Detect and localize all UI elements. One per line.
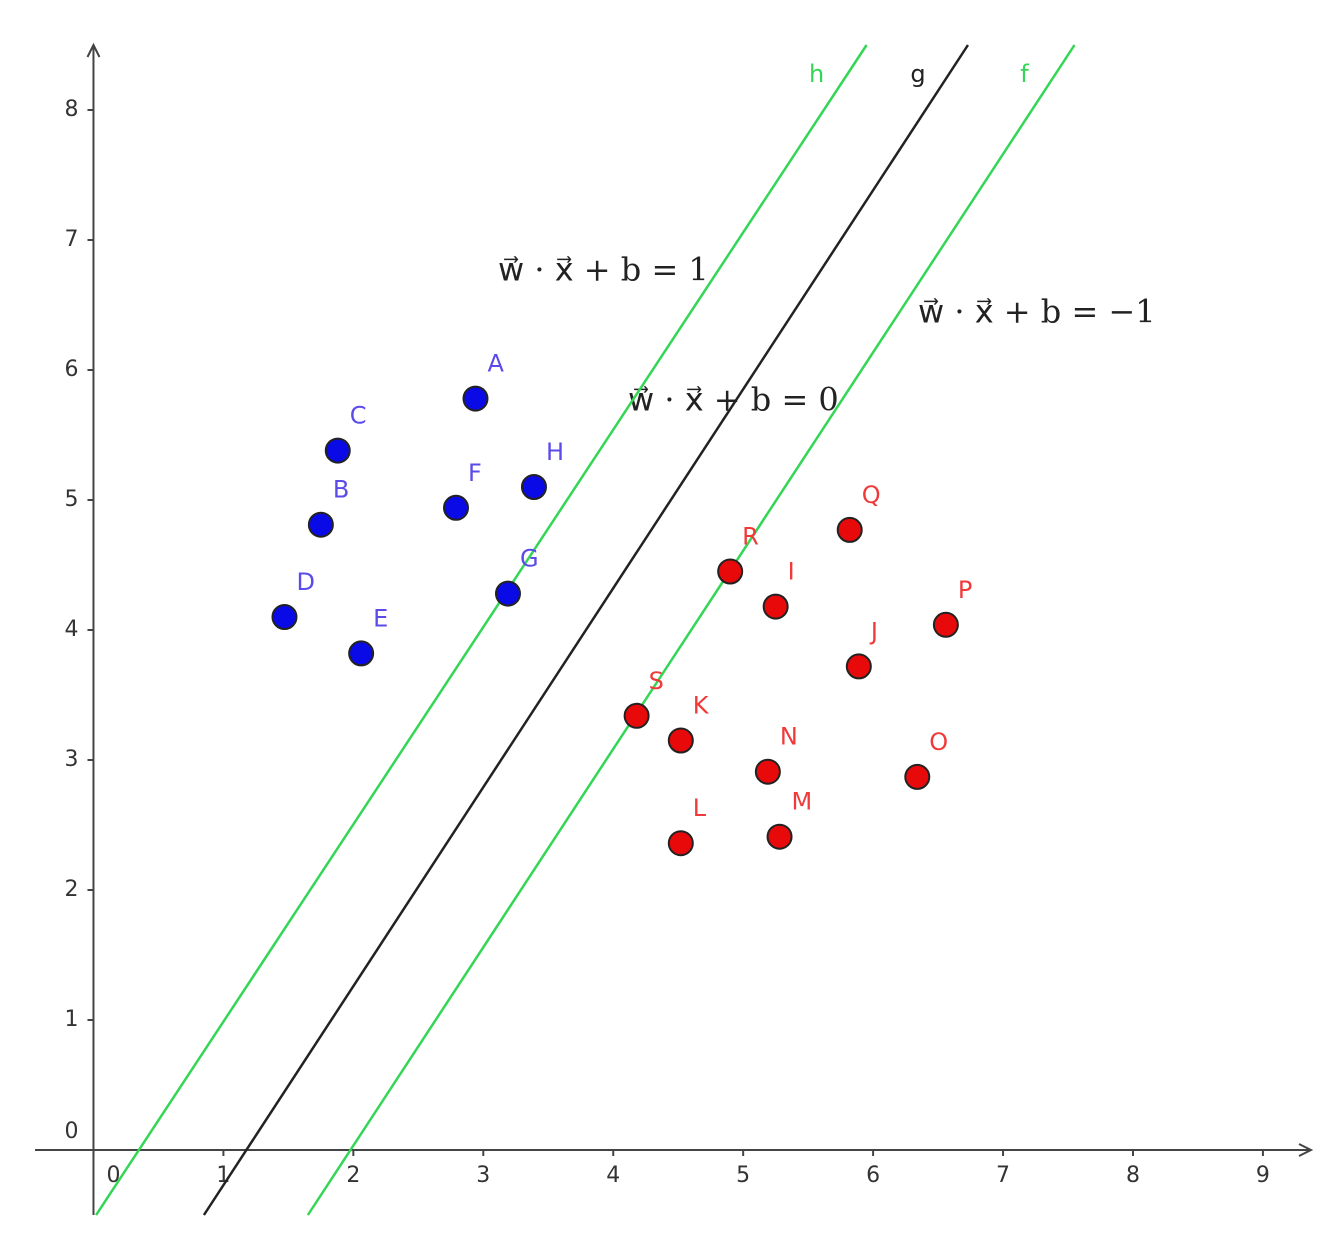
point: [667, 830, 694, 857]
x-axis-arrow: [1298, 1143, 1314, 1157]
x-tick-label: 7: [996, 1163, 1010, 1188]
point-label: E: [373, 604, 388, 632]
x-tick-label: 8: [1126, 1163, 1140, 1188]
y-tick-label: 5: [64, 487, 78, 512]
point: [307, 511, 334, 538]
x-tick-label: 0: [106, 1163, 120, 1188]
point-label: F: [468, 459, 482, 487]
point: [904, 763, 931, 790]
x-tick-label: 6: [866, 1163, 880, 1188]
point-label: A: [487, 350, 504, 378]
annotation: w⃗ · x⃗ + b = 0: [628, 381, 839, 419]
point-label: Q: [862, 481, 881, 509]
x-tick-label: 4: [606, 1163, 620, 1188]
y-tick-label: 2: [64, 877, 78, 902]
line: [202, 44, 970, 1216]
point-label: J: [869, 617, 878, 645]
point-label: G: [520, 545, 539, 573]
point: [667, 727, 694, 754]
point: [271, 604, 298, 630]
line: [95, 44, 868, 1216]
point-label: S: [649, 667, 664, 695]
y-tick-label: 1: [64, 1007, 78, 1032]
x-tick-label: 5: [736, 1163, 750, 1188]
y-tick-label: 7: [64, 227, 78, 252]
point: [348, 640, 375, 667]
point: [836, 516, 863, 543]
point-label: L: [693, 794, 707, 822]
point: [324, 437, 351, 464]
point: [762, 593, 789, 620]
point-label: I: [788, 558, 795, 586]
y-tick-label: 3: [64, 747, 78, 772]
point-label: H: [546, 438, 564, 466]
point-label: M: [792, 788, 813, 816]
line-label: g: [910, 60, 925, 88]
point-label: N: [780, 723, 798, 751]
line-label: f: [1020, 60, 1029, 88]
y-tick-label: 0: [64, 1119, 78, 1144]
point: [932, 611, 959, 638]
annotation: w⃗ · x⃗ + b = 1: [498, 251, 709, 289]
x-tick-label: 3: [476, 1163, 490, 1188]
y-tick-label: 4: [64, 617, 78, 642]
line-label: h: [809, 60, 824, 88]
point: [623, 702, 650, 729]
y-axis-arrow: [86, 42, 101, 58]
point: [520, 474, 547, 500]
point-label: D: [296, 568, 314, 596]
point: [845, 653, 872, 680]
point: [766, 823, 793, 850]
annotation: w⃗ · x⃗ + b = −1: [918, 293, 1156, 331]
point: [717, 558, 744, 585]
point-label: O: [929, 728, 948, 756]
x-tick-label: 9: [1256, 1163, 1270, 1188]
x-tick-label: 2: [346, 1163, 360, 1188]
point-label: R: [742, 523, 759, 551]
point-label: P: [958, 576, 972, 604]
point: [443, 494, 470, 521]
point: [754, 758, 781, 785]
point: [494, 580, 521, 607]
y-tick-label: 8: [64, 97, 78, 122]
line: [306, 44, 1076, 1216]
point-label: C: [350, 402, 367, 430]
point-label: K: [693, 692, 710, 720]
point-label: B: [333, 476, 349, 504]
point: [462, 385, 489, 412]
y-tick-label: 6: [64, 357, 78, 382]
